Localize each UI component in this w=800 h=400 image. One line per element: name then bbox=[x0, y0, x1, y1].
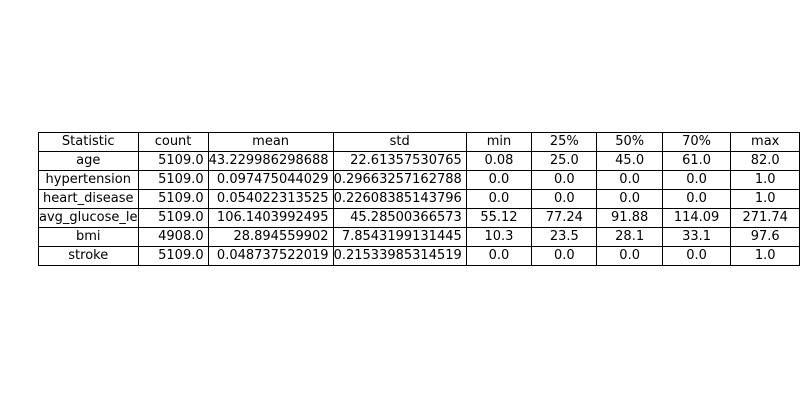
table-cell: 45.0 bbox=[596, 151, 663, 171]
row-label: age bbox=[38, 151, 139, 171]
column-header: count bbox=[137, 132, 209, 152]
table-cell: 45.28500366573 bbox=[332, 208, 467, 228]
column-header: mean bbox=[207, 132, 334, 152]
column-header: 70% bbox=[661, 132, 732, 152]
table-cell: 0.0 bbox=[531, 170, 598, 190]
table-cell: 1.0 bbox=[730, 189, 800, 209]
table-cell: 5109.0 bbox=[137, 151, 209, 171]
row-label: avg_glucose_le bbox=[38, 208, 139, 228]
row-label: bmi bbox=[38, 227, 139, 247]
table-row: avg_glucose_le 5109.0 106.1403992495 45.285… bbox=[38, 208, 800, 228]
table-cell: 0.0 bbox=[531, 189, 598, 209]
table-row: heart_disease 5109.0 0.054022313525 0.22608… bbox=[38, 189, 800, 209]
row-label: stroke bbox=[38, 246, 139, 266]
column-header: Statistic bbox=[38, 132, 139, 152]
table-cell: 0.29663257162788 bbox=[332, 170, 467, 190]
table-cell: 25.0 bbox=[531, 151, 598, 171]
table-cell: 61.0 bbox=[661, 151, 732, 171]
table-cell: 0.0 bbox=[465, 246, 533, 266]
table-cell: 0.0 bbox=[661, 170, 732, 190]
table-cell: 28.1 bbox=[596, 227, 663, 247]
statistics-table-body: Statistic count mean std min 25% 50% 70% max age 5… bbox=[38, 132, 800, 266]
table-cell: 82.0 bbox=[730, 151, 800, 171]
table-cell: 0.0 bbox=[661, 246, 732, 266]
table-cell: 5109.0 bbox=[137, 189, 209, 209]
table-cell: 23.5 bbox=[531, 227, 598, 247]
table-cell: 33.1 bbox=[661, 227, 732, 247]
table-cell: 5109.0 bbox=[137, 208, 209, 228]
row-label: hypertension bbox=[38, 170, 139, 190]
table-row: hypertension 5109.0 0.097475044029 0.296632… bbox=[38, 170, 800, 190]
table-cell: 271.74 bbox=[730, 208, 800, 228]
table-header-row: Statistic count mean std min 25% 50% 70% max bbox=[38, 132, 800, 152]
column-header: 50% bbox=[596, 132, 663, 152]
table-cell: 0.048737522019 bbox=[207, 246, 334, 266]
table-cell: 91.88 bbox=[596, 208, 663, 228]
table-cell: 4908.0 bbox=[137, 227, 209, 247]
table-cell: 0.08 bbox=[465, 151, 533, 171]
table-row: age 5109.0 43.229986298688 22.61357530765 0.… bbox=[38, 151, 800, 171]
table-cell: 77.24 bbox=[531, 208, 598, 228]
column-header: 25% bbox=[531, 132, 598, 152]
table-cell: 1.0 bbox=[730, 246, 800, 266]
table-cell: 10.3 bbox=[465, 227, 533, 247]
column-header: min bbox=[465, 132, 533, 152]
table-cell: 97.6 bbox=[730, 227, 800, 247]
table-cell: 0.054022313525 bbox=[207, 189, 334, 209]
table-cell: 1.0 bbox=[730, 170, 800, 190]
table-row: bmi 4908.0 28.894559902 7.8543199131445 10.3… bbox=[38, 227, 800, 247]
table-cell: 0.097475044029 bbox=[207, 170, 334, 190]
table-cell: 5109.0 bbox=[137, 246, 209, 266]
table-cell: 28.894559902 bbox=[207, 227, 334, 247]
table-cell: 7.8543199131445 bbox=[332, 227, 467, 247]
table-row: stroke 5109.0 0.048737522019 0.215339853145… bbox=[38, 246, 800, 266]
table-cell: 5109.0 bbox=[137, 170, 209, 190]
table-cell: 22.61357530765 bbox=[332, 151, 467, 171]
table-cell: 114.09 bbox=[661, 208, 732, 228]
table-cell: 0.0 bbox=[465, 189, 533, 209]
table-cell: 0.0 bbox=[531, 246, 598, 266]
table-cell: 106.1403992495 bbox=[207, 208, 334, 228]
table-cell: 0.0 bbox=[596, 170, 663, 190]
table-cell: 0.0 bbox=[596, 246, 663, 266]
table-cell: 0.0 bbox=[465, 170, 533, 190]
table-cell: 0.0 bbox=[596, 189, 663, 209]
table-cell: 0.0 bbox=[661, 189, 732, 209]
column-header: max bbox=[730, 132, 800, 152]
column-header: std bbox=[332, 132, 467, 152]
table-cell: 55.12 bbox=[465, 208, 533, 228]
table-cell: 0.22608385143796 bbox=[332, 189, 467, 209]
table-cell: 0.21533985314519 bbox=[332, 246, 467, 266]
table-cell: 43.229986298688 bbox=[207, 151, 334, 171]
row-label: heart_disease bbox=[38, 189, 139, 209]
statistics-table: Statistic count mean std min 25% 50% 70% max age 5… bbox=[38, 132, 800, 266]
